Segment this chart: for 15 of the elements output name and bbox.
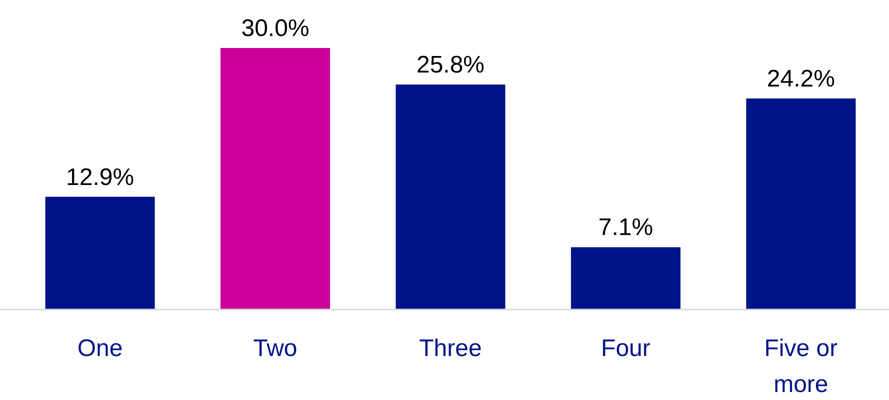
data-label: 7.1% [598, 214, 654, 242]
x-tick-label: Three [419, 335, 482, 362]
data-label: 24.2% [766, 65, 835, 92]
bar [45, 196, 155, 309]
x-tick-label: Two [253, 335, 298, 362]
x-tick-label: One [77, 335, 123, 362]
data-label: 25.8% [416, 52, 485, 79]
x-tick-label: Five or more [764, 335, 838, 398]
x-tick-label: Four [601, 335, 650, 362]
bar [396, 84, 506, 309]
data-label: 30.0% [241, 15, 310, 42]
bar [746, 98, 856, 309]
bar [220, 48, 330, 309]
data-label: 12.9% [66, 164, 134, 191]
bar [570, 247, 680, 309]
